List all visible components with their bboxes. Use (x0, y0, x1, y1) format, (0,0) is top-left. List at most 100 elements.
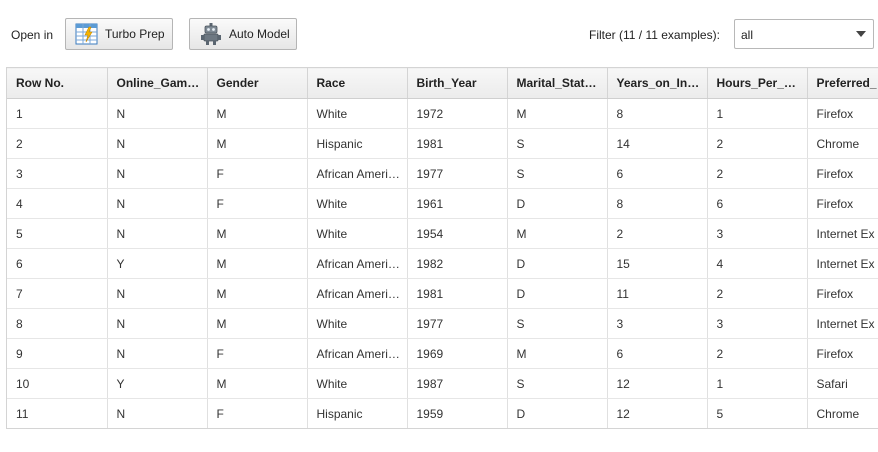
table-cell: 9 (7, 338, 108, 369)
turbo-prep-label: Turbo Prep (105, 27, 165, 41)
auto-model-button[interactable]: Auto Model (189, 18, 297, 50)
table-row[interactable]: 10 Y M White 1987 S 12 1 Safari (7, 368, 878, 399)
table-cell: M (207, 218, 308, 249)
table-cell: Firefox (807, 98, 878, 129)
table-cell: 5 (707, 398, 808, 428)
table-cell: N (107, 98, 208, 129)
table-cell: F (207, 398, 308, 428)
table-row[interactable]: 9 N F African Ameri… 1969 M 6 2 Firefox (7, 338, 878, 369)
table-cell: 11 (607, 278, 708, 309)
table-cell: Firefox (807, 338, 878, 369)
table-cell: 1972 (407, 98, 508, 129)
table-row[interactable]: 7 N M African Ameri… 1981 D 11 2 Firefox (7, 278, 878, 309)
table-cell: 6 (7, 248, 108, 279)
table-cell: 3 (707, 218, 808, 249)
table-cell: 6 (607, 338, 708, 369)
column-header[interactable]: Years_on_In… (607, 67, 708, 99)
table-cell: 1 (7, 98, 108, 129)
table-cell: D (507, 278, 608, 309)
table-cell: African Ameri… (307, 278, 408, 309)
column-header[interactable]: Row No. (7, 67, 108, 99)
table-cell: 6 (607, 158, 708, 189)
filter-select[interactable]: all (734, 19, 874, 49)
table-cell: 2 (707, 158, 808, 189)
column-header[interactable]: Preferred_ (807, 67, 878, 99)
table-cell: Y (107, 368, 208, 399)
table-row[interactable]: 3 N F African Ameri… 1977 S 6 2 Firefox (7, 158, 878, 189)
table-cell: M (207, 368, 308, 399)
table-row[interactable]: 11 N F Hispanic 1959 D 12 5 Chrome (7, 398, 878, 428)
table-cell: African Ameri… (307, 158, 408, 189)
table-cell: African Ameri… (307, 248, 408, 279)
table-cell: N (107, 308, 208, 339)
table-cell: White (307, 308, 408, 339)
table-cell: 2 (707, 278, 808, 309)
table-cell: 7 (7, 278, 108, 309)
table-cell: 1977 (407, 158, 508, 189)
table-cell: White (307, 98, 408, 129)
table-cell: 6 (707, 188, 808, 219)
table-grid-icon (75, 22, 99, 46)
robot-icon (199, 22, 223, 46)
table-cell: Safari (807, 368, 878, 399)
table-cell: 14 (607, 128, 708, 159)
chevron-down-icon (856, 31, 866, 37)
table-cell: N (107, 338, 208, 369)
table-cell: 1977 (407, 308, 508, 339)
table-cell: 1987 (407, 368, 508, 399)
table-cell: Internet Ex (807, 308, 878, 339)
table-cell: 1981 (407, 128, 508, 159)
table-cell: Internet Ex (807, 218, 878, 249)
header-row: Row No. Online_Gam… Gender Race Birth_Ye… (7, 67, 878, 99)
table-cell: 4 (707, 248, 808, 279)
table-cell: S (507, 308, 608, 339)
turbo-prep-button[interactable]: Turbo Prep (65, 18, 173, 50)
open-in-label: Open in (11, 28, 54, 42)
column-header[interactable]: Online_Gam… (107, 67, 208, 99)
table-row[interactable]: 6 Y M African Ameri… 1982 D 15 4 Internet Ex (7, 248, 878, 279)
table-row[interactable]: 2 N M Hispanic 1981 S 14 2 Chrome (7, 128, 878, 159)
table-cell: D (507, 248, 608, 279)
table-cell: 1 (707, 368, 808, 399)
table-cell: M (207, 98, 308, 129)
table-cell: White (307, 368, 408, 399)
table-cell: 2 (607, 218, 708, 249)
table-row[interactable]: 5 N M White 1954 M 2 3 Internet Ex (7, 218, 878, 249)
table-cell: M (207, 308, 308, 339)
toolbar: Open in Turbo Prep (0, 0, 878, 66)
table-cell: N (107, 398, 208, 428)
table-cell: 1959 (407, 398, 508, 428)
table-cell: M (507, 98, 608, 129)
table-cell: 11 (7, 398, 108, 428)
table-row[interactable]: 1 N M White 1972 M 8 1 Firefox (7, 98, 878, 129)
table-cell: 3 (707, 308, 808, 339)
table-cell: 1982 (407, 248, 508, 279)
table-cell: 1954 (407, 218, 508, 249)
table-cell: 5 (7, 218, 108, 249)
column-header[interactable]: Gender (207, 67, 308, 99)
table-cell: 3 (607, 308, 708, 339)
table-cell: M (207, 128, 308, 159)
table-cell: M (207, 278, 308, 309)
column-header[interactable]: Marital_Stat… (507, 67, 608, 99)
table-cell: Hispanic (307, 398, 408, 428)
filter-label: Filter (11 / 11 examples): (589, 28, 720, 42)
table-row[interactable]: 4 N F White 1961 D 8 6 Firefox (7, 188, 878, 219)
table-cell: Firefox (807, 278, 878, 309)
table-cell: 8 (7, 308, 108, 339)
table-cell: 12 (607, 368, 708, 399)
table-cell: 1961 (407, 188, 508, 219)
table-cell: Hispanic (307, 128, 408, 159)
column-header[interactable]: Birth_Year (407, 67, 508, 99)
table-cell: M (207, 248, 308, 279)
table-cell: 2 (707, 128, 808, 159)
table-cell: N (107, 158, 208, 189)
table-cell: African Ameri… (307, 338, 408, 369)
table-cell: Firefox (807, 158, 878, 189)
column-header[interactable]: Hours_Per_… (707, 67, 808, 99)
data-table[interactable]: Row No. Online_Gam… Gender Race Birth_Ye… (6, 67, 878, 429)
table-cell: D (507, 188, 608, 219)
table-cell: 15 (607, 248, 708, 279)
column-header[interactable]: Race (307, 67, 408, 99)
table-row[interactable]: 8 N M White 1977 S 3 3 Internet Ex (7, 308, 878, 339)
